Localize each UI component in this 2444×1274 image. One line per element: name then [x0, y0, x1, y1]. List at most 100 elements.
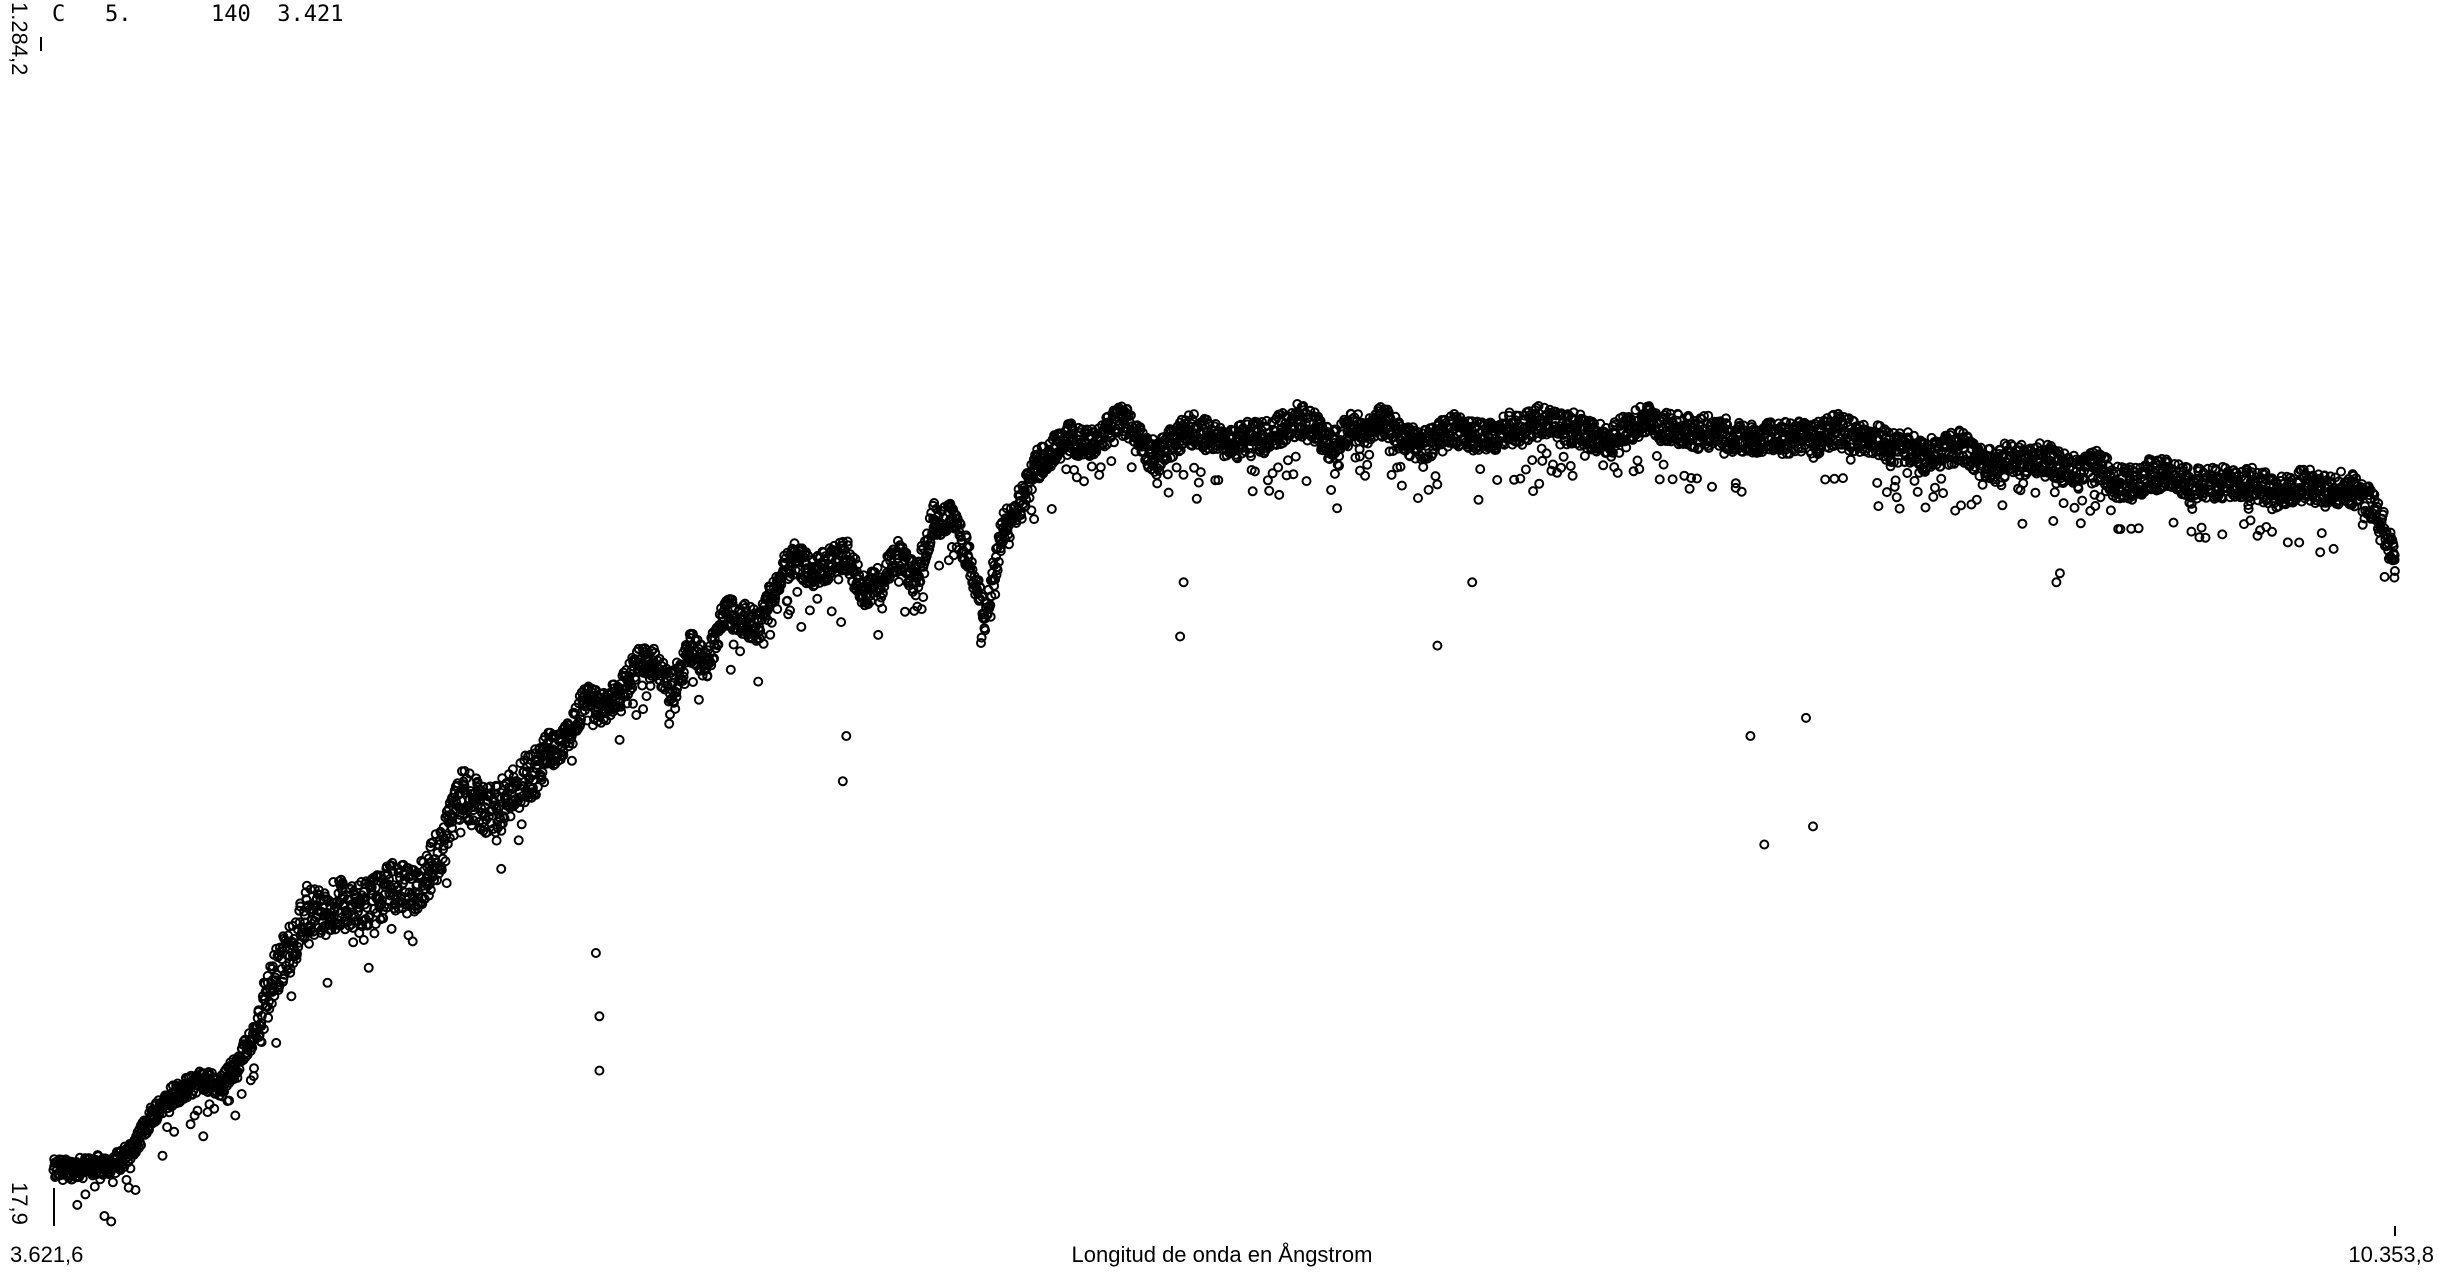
data-point	[486, 818, 497, 829]
data-point	[1094, 469, 1105, 480]
data-point	[2095, 492, 2106, 503]
data-point	[1473, 494, 1484, 505]
data-point	[893, 576, 904, 587]
data-point	[442, 839, 453, 849]
data-point	[1528, 486, 1539, 497]
data-point	[1632, 455, 1643, 466]
data-point	[2085, 505, 2096, 516]
data-point	[2196, 522, 2207, 533]
data-point	[2078, 472, 2089, 483]
data-point	[1721, 413, 1731, 424]
data-point	[1621, 442, 1632, 453]
data-point	[1567, 470, 1578, 481]
data-point	[637, 680, 648, 691]
data-point	[884, 573, 895, 584]
data-point	[1845, 454, 1856, 465]
data-point	[934, 560, 945, 571]
data-point	[1889, 481, 1900, 492]
data-point	[792, 586, 803, 597]
data-point	[2030, 487, 2041, 498]
data-point	[961, 532, 972, 543]
data-point	[2058, 498, 2069, 509]
data-point	[850, 554, 861, 564]
data-point	[1097, 439, 1108, 450]
data-point	[532, 782, 543, 792]
data-point	[1004, 532, 1015, 543]
header-value-2: 140	[210, 2, 251, 27]
data-point	[209, 1103, 220, 1114]
data-point	[1267, 468, 1278, 479]
data-point	[1281, 470, 1292, 481]
data-point	[539, 777, 550, 788]
data-point	[1298, 405, 1309, 416]
data-point	[1353, 409, 1363, 420]
data-point	[1154, 465, 1165, 476]
data-point	[725, 664, 736, 675]
data-point	[468, 815, 479, 826]
data-point	[1423, 484, 1434, 495]
data-point	[1413, 493, 1423, 504]
data-point	[916, 604, 927, 615]
data-point	[1556, 462, 1567, 473]
data-point	[491, 803, 502, 814]
data-point	[72, 1199, 83, 1210]
data-point	[1126, 462, 1137, 473]
data-point	[693, 694, 704, 705]
data-point	[1814, 448, 1825, 458]
data-point	[491, 835, 502, 846]
data-point	[1261, 415, 1272, 426]
data-point	[359, 892, 370, 903]
data-point	[1326, 485, 1337, 495]
data-point	[616, 706, 627, 717]
data-point	[2186, 498, 2197, 509]
data-point	[1189, 409, 1199, 420]
data-point	[1722, 419, 1733, 430]
data-point	[735, 646, 746, 657]
data-point	[1628, 466, 1639, 477]
data-point	[873, 629, 884, 640]
data-point	[1095, 462, 1106, 473]
data-point	[2048, 516, 2059, 526]
data-point	[1066, 418, 1077, 429]
data-point	[247, 1042, 258, 1053]
data-point	[709, 653, 719, 664]
data-point	[790, 565, 801, 576]
data-point	[776, 579, 787, 590]
data-point	[254, 1031, 265, 1042]
data-point	[2186, 526, 2197, 537]
data-point	[515, 796, 526, 807]
data-point	[919, 568, 930, 579]
data-point	[1046, 504, 1057, 514]
data-point	[1016, 513, 1027, 524]
data-point	[1274, 489, 1285, 500]
data-point	[1936, 473, 1947, 484]
data-point	[2090, 501, 2101, 511]
data-point	[1830, 423, 1841, 434]
data-point	[985, 611, 996, 622]
data-point	[1996, 480, 2007, 491]
data-point	[1883, 427, 1894, 438]
data-point	[185, 1119, 196, 1130]
data-point	[293, 942, 304, 952]
data-point	[702, 670, 713, 681]
data-point	[774, 585, 785, 595]
data-point	[1163, 487, 1174, 498]
data-point	[1893, 457, 1904, 468]
data-point	[991, 551, 1001, 562]
data-point	[1350, 452, 1361, 463]
data-point	[1079, 476, 1089, 487]
data-point	[1546, 465, 1557, 476]
data-point	[929, 498, 940, 508]
data-point	[558, 750, 569, 761]
data-point	[772, 604, 783, 615]
data-point	[641, 691, 652, 702]
data-point	[304, 938, 314, 949]
data-point	[2187, 504, 2198, 514]
data-point	[809, 580, 820, 591]
data-point	[264, 1003, 275, 1014]
data-point	[812, 593, 823, 604]
data-point	[348, 937, 359, 948]
data-point	[1909, 475, 1920, 486]
data-point	[2200, 532, 2211, 543]
data-point	[1997, 500, 2008, 511]
